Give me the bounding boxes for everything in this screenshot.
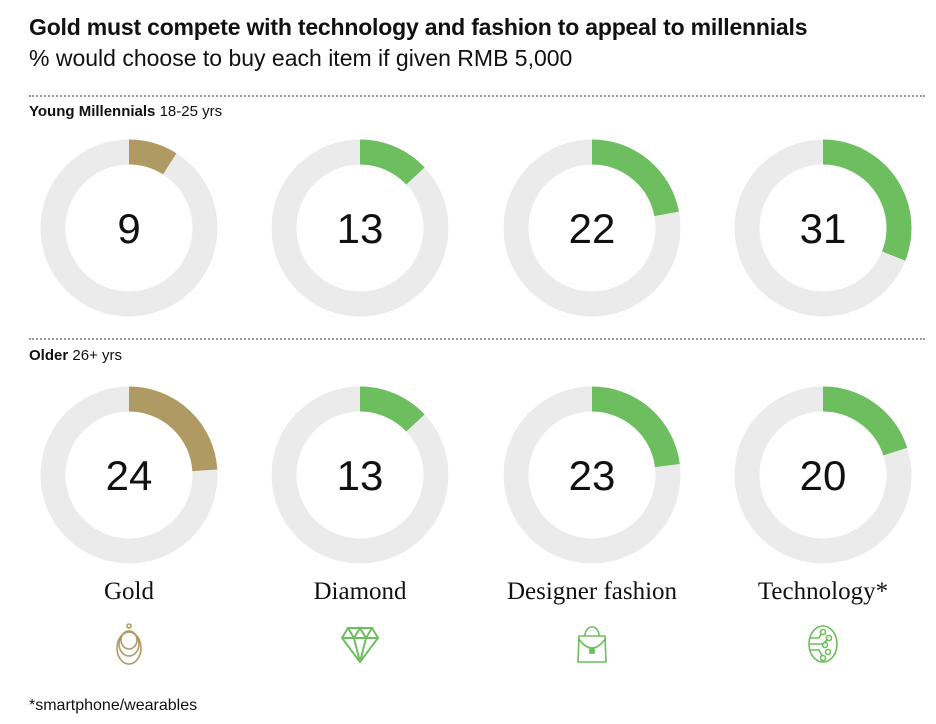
donut-segment	[271, 139, 449, 317]
footnote: *smartphone/wearables	[29, 697, 198, 714]
donut-segment	[40, 386, 218, 564]
category-label-technology: Technology*	[757, 578, 889, 605]
group-name: Older	[29, 347, 69, 364]
donut-value-label: 24	[106, 452, 153, 499]
donut-value-label: 20	[800, 452, 847, 499]
category-label-gold: Gold	[104, 578, 154, 605]
donut-value-label: 9	[117, 205, 140, 252]
circuit-icon	[808, 625, 838, 663]
donut-segment	[503, 139, 681, 317]
chart-subtitle: % would choose to buy each item if given…	[29, 45, 573, 71]
donut-segment	[40, 139, 218, 317]
donut-value-label: 13	[337, 205, 384, 252]
group-label-young: Young Millennials 18-25 yrs	[29, 103, 222, 120]
gold-necklace-icon	[116, 623, 142, 665]
group-detail: 26+ yrs	[72, 347, 122, 364]
category-label-designer-fashion: Designer fashion	[506, 578, 678, 605]
donut-value-label: 13	[337, 452, 384, 499]
diamond-icon	[340, 626, 380, 664]
group-name: Young Millennials	[29, 103, 156, 120]
donut-value-label: 23	[569, 452, 616, 499]
donut-value-label: 22	[569, 205, 616, 252]
donut-segment	[271, 386, 449, 564]
donut-segment	[734, 386, 912, 564]
category-label-diamond: Diamond	[313, 578, 407, 605]
divider	[29, 338, 925, 340]
group-detail: 18-25 yrs	[159, 103, 223, 120]
donut-segment	[503, 386, 681, 564]
donut-value-label: 31	[800, 205, 847, 252]
chart-title: Gold must compete with technology and fa…	[29, 14, 808, 40]
group-label-older: Older 26+ yrs	[29, 347, 122, 364]
divider	[29, 95, 925, 97]
donut-segment	[734, 139, 912, 317]
handbag-icon	[577, 626, 607, 663]
